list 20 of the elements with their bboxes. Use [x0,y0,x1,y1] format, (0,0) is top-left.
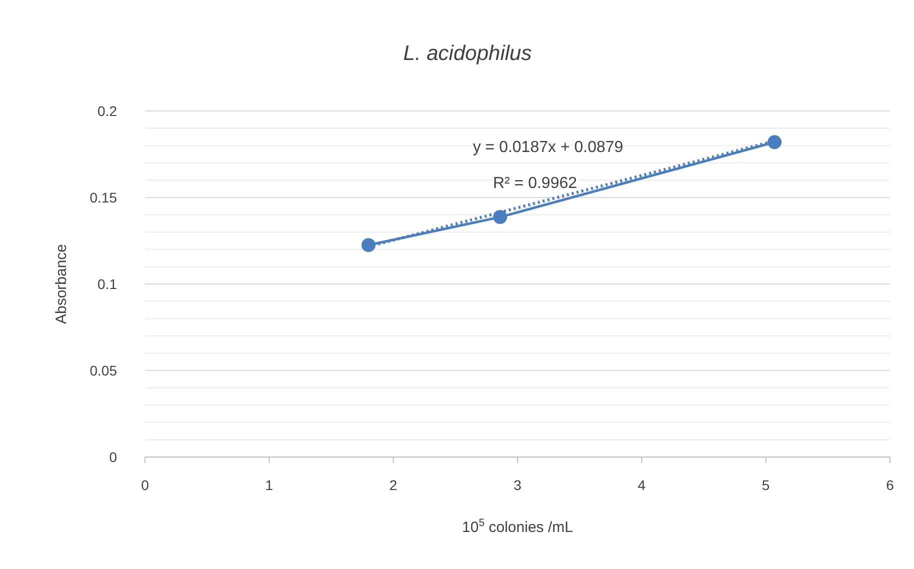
y-tick-label: 0.15 [90,190,118,206]
y-tick-label: 0 [109,449,118,465]
point [493,210,508,224]
y-tick-label: 0.05 [90,362,118,378]
x-tick-label: 3 [514,477,522,493]
x-axis-title: 10$^{5}$ colonies /mL [462,517,573,536]
chart-title: L. acidophilus [403,42,532,65]
annotation: R² = 0.9962 [492,175,578,192]
y-tick-label: 0.1 [98,276,118,292]
x-tick-label: 6 [886,477,894,493]
x-tick-label: 5 [762,477,770,493]
y-tick-label: 0.2 [98,103,118,119]
point [362,238,376,252]
x-tick-label: 2 [389,477,398,493]
annotation: y = 0.0187x + 0.0879 [472,139,624,156]
y-axis-title: Absorbance [53,244,70,324]
x-tick-label: 1 [265,477,274,493]
point [768,135,782,150]
x-tick-label: 0 [141,477,150,493]
x-tick-label: 4 [638,477,646,493]
